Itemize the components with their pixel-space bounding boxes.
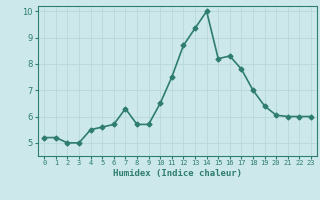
X-axis label: Humidex (Indice chaleur): Humidex (Indice chaleur) <box>113 169 242 178</box>
